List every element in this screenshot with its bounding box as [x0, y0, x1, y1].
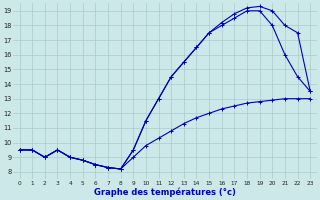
X-axis label: Graphe des températures (°c): Graphe des températures (°c)	[94, 187, 236, 197]
